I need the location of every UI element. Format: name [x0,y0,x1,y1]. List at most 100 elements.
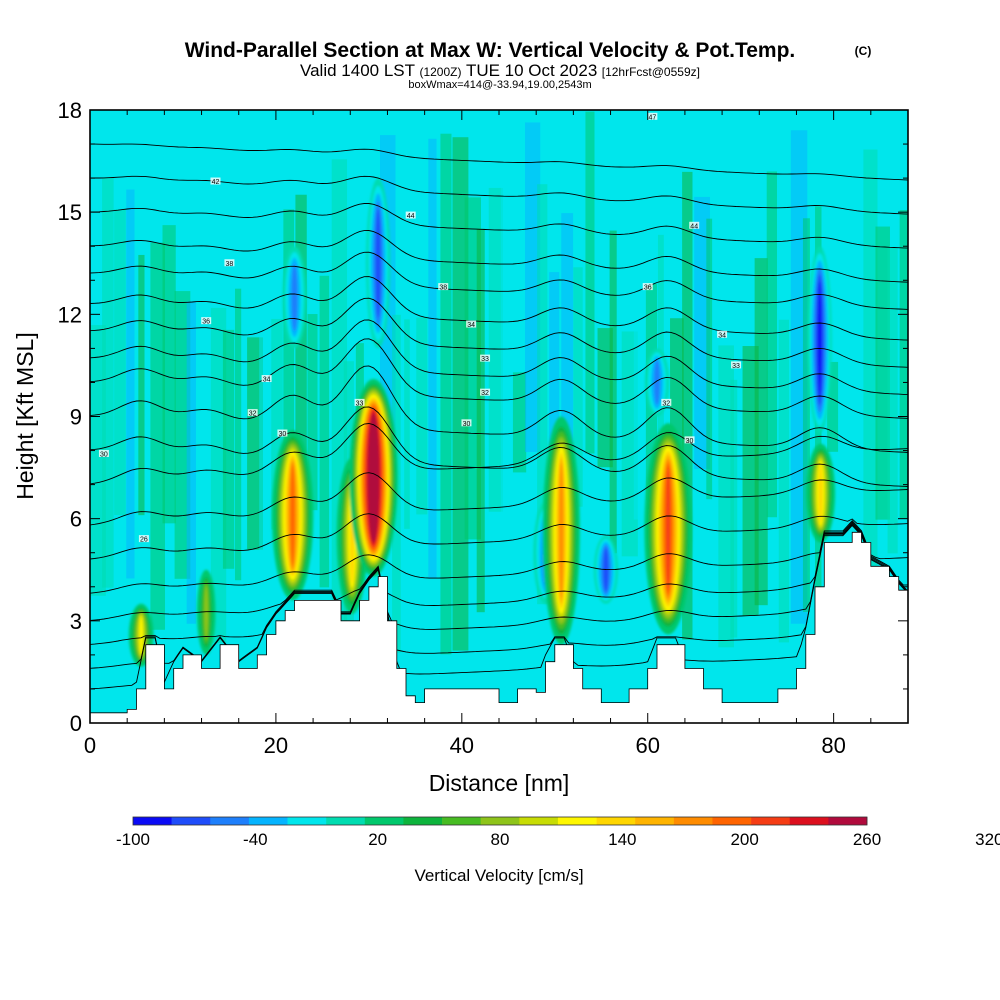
contour-label: 34 [261,375,272,384]
velocity-streak [235,288,242,581]
velocity-streak [597,328,613,468]
velocity-streak [827,361,839,452]
svg-text:32: 32 [249,411,257,418]
velocity-streak [476,228,485,613]
colorbar-tick-label: 320 [975,830,1000,849]
contour-label: 30 [684,436,695,445]
svg-text:36: 36 [644,285,652,292]
updraft-contour [290,464,295,566]
colorbar-swatch [248,817,288,825]
colorbar-tick-label: -40 [243,830,268,849]
updraft-contour [204,585,209,640]
velocity-streak [138,254,145,516]
x-tick-label: 20 [264,733,288,758]
terrain-mask [90,531,908,723]
isentrope-line [90,297,908,368]
svg-text:34: 34 [718,332,726,339]
valid-time-utc: (1200Z) [419,65,461,79]
downdraft-contour [817,281,822,399]
contour-label: 36 [201,317,212,326]
y-tick-label: 12 [58,302,82,327]
contour-label: 33 [354,398,365,407]
velocity-streak [488,187,503,512]
svg-text:30: 30 [100,451,108,458]
colorbar-swatch [287,817,327,825]
colorbar-swatch [828,817,868,825]
contour-label: 34 [717,330,728,339]
contour-label: 33 [480,354,491,363]
y-tick-label: 9 [70,405,82,430]
downdraft-contour [375,208,381,318]
isentrope-line [90,423,908,485]
potential-temperature-contours [90,143,908,690]
colorbar-tick-label: 80 [491,830,510,849]
velocity-streak [174,291,191,579]
isentrope-line [90,513,908,560]
velocity-streak [210,307,227,643]
svg-text:34: 34 [263,377,271,384]
svg-text:30: 30 [686,438,694,445]
velocity-streak [694,196,710,469]
svg-text:36: 36 [202,319,210,326]
velocity-streak [186,301,196,624]
isentrope-line [90,365,908,453]
colorbar-swatch [519,817,559,825]
velocity-streak [102,177,114,588]
velocity-streak [802,218,810,612]
contour-label: 32 [480,388,491,397]
velocity-streak [585,111,595,454]
velocity-streak [537,184,548,605]
isentrope-line [90,143,908,181]
isentrope-line [90,338,908,419]
forecast-info: [12hrFcst@0559z] [602,65,700,79]
colorbar-swatch [403,817,443,825]
velocity-streak [222,329,235,569]
velocity-streak [440,133,452,655]
valid-time-label: Valid 1400 LST [300,61,415,80]
colorbar-tick-label: -100 [116,830,150,849]
colorbar-swatch [751,817,791,825]
svg-text:42: 42 [212,179,220,186]
valid-date: TUE 10 Oct 2023 [466,61,597,80]
velocity-streak [307,314,318,511]
colorbar-tick-label: 20 [368,830,387,849]
colorbar-tick-label: 260 [853,830,881,849]
colorbar-title: Vertical Velocity [cm/s] [414,866,583,885]
velocity-streak [839,380,849,655]
velocity-streak [416,317,428,515]
velocity-streak [319,275,330,588]
colorbar-swatch [326,817,366,825]
svg-text:38: 38 [439,285,447,292]
velocity-streak [682,171,693,640]
x-tick-label: 40 [450,733,474,758]
contour-label: 30 [98,449,109,458]
colorbar-tick-label: 200 [730,830,758,849]
downdraft-contour [291,263,298,332]
copyright-mark: (C) [855,44,872,58]
contour-label: 36 [642,283,653,292]
svg-text:30: 30 [279,431,287,438]
contour-labels: 26 30 32 30 34 36 38 42 33 44 38 34 33 32 30 36 32 30 44 34… [98,112,742,544]
svg-text:44: 44 [407,213,415,220]
velocity-streak [754,258,768,606]
velocity-streak [452,137,469,651]
y-axis-title: Height [Kft MSL] [12,332,38,499]
contour-label: 47 [647,112,658,121]
contour-label: 34 [466,320,477,329]
contour-label: 30 [461,419,472,428]
y-tick-label: 18 [58,98,82,123]
contour-label: 33 [731,361,742,370]
colorbar-swatch [789,817,829,825]
x-tick-label: 60 [635,733,659,758]
contour-label: 30 [277,429,288,438]
velocity-streak [162,225,176,524]
y-tick-label: 15 [58,200,82,225]
svg-text:32: 32 [481,390,489,397]
velocity-streak [295,194,307,552]
svg-text:33: 33 [732,363,740,370]
svg-text:30: 30 [463,421,471,428]
velocity-streak [766,171,778,518]
velocity-streak [198,230,208,464]
x-tick-label: 0 [84,733,96,758]
